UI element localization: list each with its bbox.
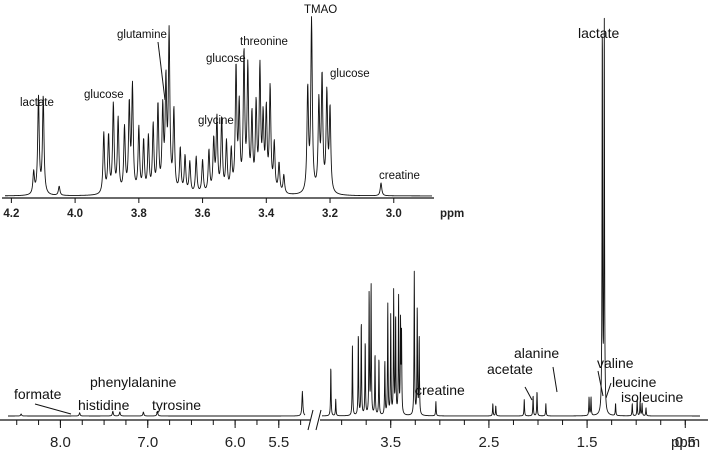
main-annotation-leucine: leucine [612,374,657,390]
leucine-leader-line [605,382,612,399]
inset-tick-label: 3.0 [386,208,402,220]
inset-annotation-glycine: glycine [198,115,234,127]
acetate-leader-line [524,386,533,401]
axis-break-mark [307,409,314,431]
main-annotation-creatine: creatine [415,382,465,398]
main-axis-label: ppm [671,434,700,451]
glutamine-leader-line [157,41,166,101]
main-annotation-histidine: histidine [78,397,130,413]
main-annotation-lactate: lactate [578,25,619,41]
inset-tick-label: 4.2 [3,208,19,220]
main-tick-label: 7.0 [137,434,158,451]
inset-annotation-glucose: glucose [206,53,246,65]
main-annotation-phenylalanine: phenylalanine [90,374,177,390]
main-tick-label: 5.5 [268,434,289,451]
inset-tick-label: 3.6 [195,208,211,220]
inset-tick-label: 4.0 [67,208,83,220]
formate-leader-line [34,403,72,415]
main-tick-label: 8.0 [50,434,71,451]
inset-axis-label: ppm [440,208,464,220]
alanine-leader-line [552,366,558,393]
main-annotation-alanine: alanine [514,345,559,361]
main-annotation-valine: valine [597,355,634,371]
valine-leader-line [597,370,604,397]
inset-annotation-glucose: glucose [330,68,370,80]
inset-annotation-threonine: threonine [240,36,288,48]
main-tick-label: 2.5 [478,434,499,451]
inset-annotation-TMAO: TMAO [304,4,337,16]
inset-annotation-creatine: creatine [379,170,420,182]
axis-break-mark [315,409,322,431]
main-tick-label: 1.5 [577,434,598,451]
main-annotation-acetate: acetate [487,361,533,377]
inset-tick-label: 3.8 [131,208,148,220]
main-annotation-tyrosine: tyrosine [152,397,201,413]
main-spectrum-trace-left [7,390,306,417]
main-annotation-formate: formate [14,386,62,402]
inset-annotation-glucose: glucose [84,89,124,101]
main-tick-label: 0.5 [675,434,696,451]
main-tick-label: 6.0 [225,434,246,451]
main-tick-label: 3.5 [380,434,401,451]
main-spectrum-trace-right [321,17,701,417]
inset-annotation-glutamine: glutamine [117,29,167,41]
inset-annotation-lactate: lactate [20,97,54,109]
inset-spectrum-trace [4,16,433,197]
inset-tick-label: 3.2 [322,208,338,220]
inset-tick-label: 3.4 [258,208,275,220]
main-annotation-isoleucine: isoleucine [621,389,683,405]
main-spectrum: 8.0 7.0 6.0 5.5 3.5 2.5 1.5 0.5ppmformatehistid… [0,17,708,451]
inset-spectrum: 4.2 4.0 3.8 3.6 3.4 3.2 3.0 ppm lactate glucose gl… [2,4,464,220]
